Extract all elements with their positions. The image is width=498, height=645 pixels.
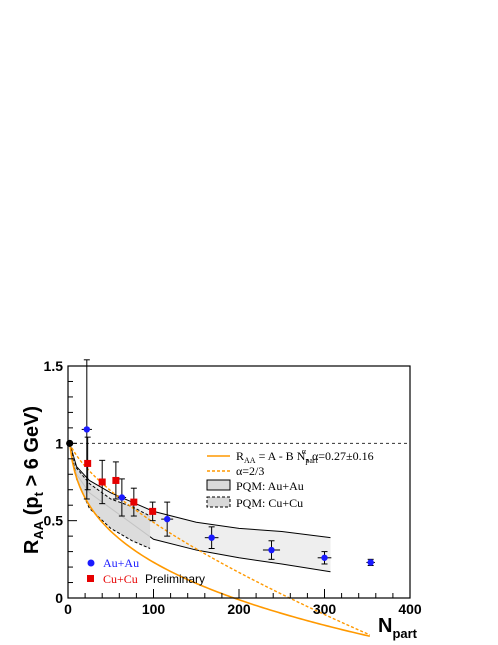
legend-cucu-marker: [87, 575, 94, 582]
legend-pqm-cucu-label: PQM: Cu+Cu: [236, 496, 303, 510]
legend-pqm-auau-label: PQM: Au+Au: [236, 479, 304, 493]
band-fill-1: [69, 443, 151, 549]
x-tick-label: 100: [142, 601, 166, 617]
x-tick-label: 0: [64, 601, 72, 617]
data-point-auau: [321, 554, 328, 561]
x-tick-label: 300: [313, 601, 337, 617]
legend-preliminary-label: Preliminary: [145, 572, 205, 586]
legend-cucu-label: Cu+Cu: [103, 572, 138, 586]
band-fill-0: [69, 443, 331, 572]
fit-curve-1: [69, 443, 371, 636]
legend-top: RAA = A - B Npartα, α=0.27±0.16 α=2/3 PQ…: [206, 447, 374, 510]
x-axis-title: Npart: [378, 615, 418, 641]
data-point-auau: [208, 534, 215, 541]
legend-pqm-auau-box: [206, 479, 231, 491]
data-point-auau: [268, 546, 275, 554]
data-point-auau: [83, 426, 91, 433]
y-tick-label: 1: [55, 435, 63, 451]
legend-alpha-label: α=2/3: [236, 464, 264, 478]
x-tick-label: 200: [227, 601, 251, 617]
fit-curves: [68, 443, 371, 638]
data-point-cucu: [112, 476, 120, 484]
y-tick-label: 1.5: [44, 358, 64, 374]
data-point-cucu: [149, 507, 157, 515]
legend-bottom: Au+Au Cu+Cu Preliminary: [87, 556, 205, 586]
y-tick-label: 0.5: [44, 513, 64, 529]
y-tick-label: 0: [55, 590, 63, 606]
data-points: [66, 359, 375, 567]
x-tick-label: 400: [398, 601, 422, 617]
legend-auau-label: Au+Au: [103, 556, 139, 570]
axis-ticks: 0 100 200 300 400 0 0.5 1 1.5: [44, 358, 422, 617]
data-point-cucu: [130, 498, 138, 506]
legend-pqm-cucu-box: [206, 496, 231, 508]
fit-curve-0: [68, 443, 370, 638]
legend-auau-marker: [87, 559, 95, 567]
legend-fit-label: RAA = A - B Npartα, α=0.27±0.16: [236, 447, 374, 465]
data-point-auau: [163, 515, 171, 523]
data-point-auau: [367, 559, 374, 566]
y-axis-title: RAA (pt > 6 GeV): [21, 406, 46, 554]
data-point-auau: [118, 494, 126, 501]
data-point-cucu: [98, 478, 106, 486]
band-upper-edge-1: [69, 443, 151, 517]
y-axis-title-sub: AA: [31, 520, 46, 539]
data-point-cucu: [84, 459, 92, 467]
